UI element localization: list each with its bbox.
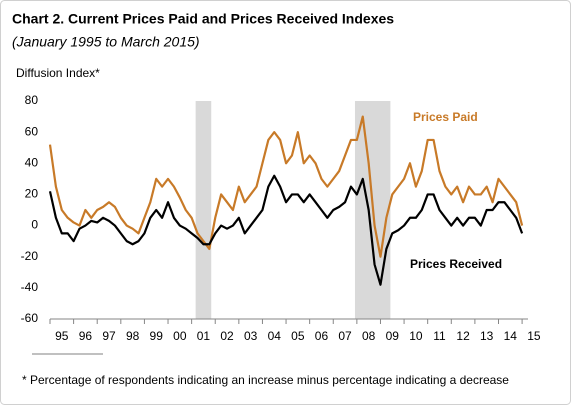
x-tick-label: 06 <box>315 329 329 343</box>
x-tick-label: 13 <box>480 329 494 343</box>
x-tick-label: 11 <box>433 329 446 343</box>
x-tick-label: 04 <box>268 329 282 343</box>
series-line <box>48 174 524 286</box>
x-tick-label: 07 <box>338 329 352 343</box>
x-tick-label: 08 <box>362 329 376 343</box>
y-tick-label: 20 <box>25 187 39 201</box>
series-line <box>48 115 524 258</box>
x-tick-label: 95 <box>55 329 69 343</box>
x-tick-label: 96 <box>79 329 93 343</box>
x-tick-label: 97 <box>102 329 116 343</box>
x-tick-label: 12 <box>456 329 470 343</box>
recession-shade <box>195 101 212 319</box>
x-tick-label: 01 <box>197 329 211 343</box>
y-axis-label: Diffusion Index* <box>16 66 100 80</box>
x-tick-label: 02 <box>220 329 234 343</box>
chart-title: Chart 2. Current Prices Paid and Prices … <box>12 11 394 27</box>
x-tick-label: 99 <box>150 329 164 343</box>
y-tick-label: 0 <box>31 218 38 232</box>
y-tick-label: -20 <box>21 249 39 263</box>
x-tick-label: 14 <box>504 329 518 343</box>
series-label: Prices Paid <box>413 110 478 124</box>
y-tick-label: 60 <box>25 124 39 138</box>
y-tick-label: -60 <box>21 311 39 325</box>
chart-subtitle: (January 1995 to March 2015) <box>12 34 200 50</box>
x-tick-label: 98 <box>126 329 140 343</box>
y-tick-label: 80 <box>25 93 39 107</box>
footnote: * Percentage of respondents indicating a… <box>22 373 509 387</box>
y-tick-label: -40 <box>21 280 39 294</box>
x-tick-label: 10 <box>409 329 423 343</box>
x-tick-label: 05 <box>291 329 305 343</box>
y-tick-label: 40 <box>25 155 39 169</box>
x-tick-label: 09 <box>386 329 400 343</box>
x-tick-label: 15 <box>527 329 541 343</box>
series-label: Prices Received <box>410 257 502 271</box>
x-tick-label: 03 <box>244 329 258 343</box>
x-tick-label: 00 <box>173 329 187 343</box>
